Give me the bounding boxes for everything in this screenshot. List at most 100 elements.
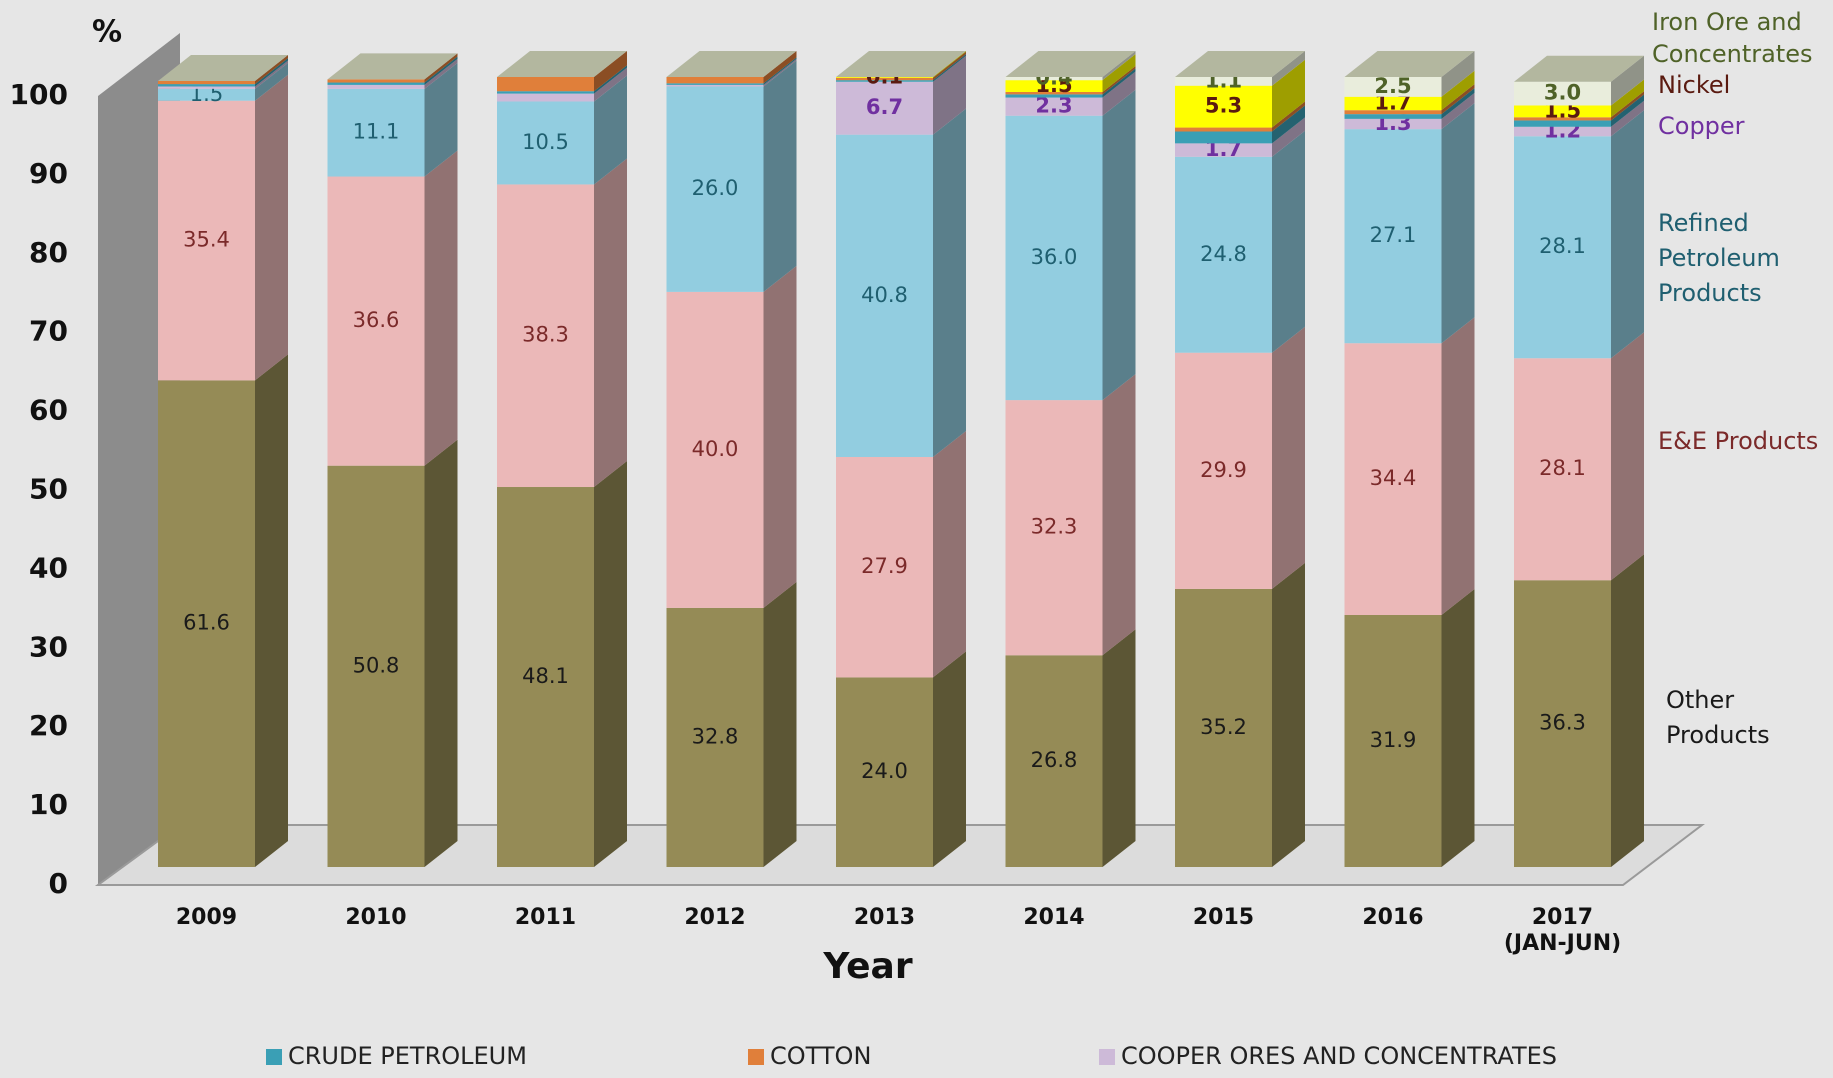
bar-segment [1514, 126, 1611, 137]
bar-side-shade [1441, 317, 1475, 615]
x-tick-label: 2011 [514, 905, 577, 930]
legend-swatch [748, 1049, 764, 1065]
data-label: 2.3 [1035, 94, 1072, 118]
bar-segment [1175, 127, 1272, 132]
legend-text: CRUDE PETROLEUM [288, 1042, 527, 1070]
bar-side [1102, 51, 1136, 81]
y-tick-label: 100 [10, 78, 68, 111]
bar-segment [1344, 77, 1442, 97]
data-label: 50.8 [353, 653, 400, 677]
bar-side [1102, 89, 1136, 401]
bar-side [1102, 71, 1136, 116]
bar-side [1102, 374, 1136, 656]
bar-side [763, 58, 797, 87]
bar-side [255, 354, 288, 867]
bar-side-shade [594, 158, 627, 488]
bar-segment [327, 465, 425, 867]
bar-segment [666, 77, 764, 84]
bar-side-shade [763, 57, 797, 85]
bar-segment [1344, 343, 1442, 615]
bar-top [666, 51, 797, 77]
bar-side [255, 62, 288, 101]
x-axis-label: Year [822, 946, 912, 987]
bar-top [327, 53, 458, 80]
data-label: 10.5 [522, 130, 569, 154]
bar-side-shade [1441, 88, 1475, 119]
data-label: 32.8 [692, 724, 739, 748]
bar-side [255, 74, 288, 381]
bar-side [1441, 317, 1475, 615]
bar-side-shade [763, 265, 797, 608]
series-label: E&E Products [1658, 427, 1819, 455]
data-label: 2.5 [1374, 74, 1411, 98]
y-tick-label: 40 [29, 551, 68, 584]
y-tick-label: 20 [29, 709, 68, 742]
bar-side-shade [1102, 51, 1136, 81]
bar-top [497, 51, 627, 77]
legend-swatch [1099, 1049, 1115, 1065]
bar-segment [158, 380, 255, 867]
bar-segment [666, 84, 764, 87]
bar-segment [497, 487, 594, 867]
data-label: 29.9 [1200, 458, 1247, 482]
bar-side-shade [424, 150, 458, 466]
bar-side-shade [1611, 110, 1644, 359]
bar-side-shade [594, 461, 627, 867]
y-axis-label: % [92, 15, 122, 50]
bar-side [1611, 79, 1644, 118]
y-tick-label: 60 [29, 394, 68, 427]
bar-side [1102, 66, 1136, 95]
bar-side-shade [1102, 54, 1136, 93]
bar-segment [327, 176, 425, 466]
bar-side [255, 58, 288, 87]
bar-top [1514, 55, 1644, 82]
bar-segment [836, 80, 933, 82]
bar-segment [158, 84, 255, 87]
x-tick-label: 2013 [853, 905, 916, 930]
bar-segment [497, 184, 594, 488]
bar-side-shade [594, 51, 627, 92]
data-label: 36.6 [353, 308, 400, 332]
bar-side [1102, 629, 1136, 867]
bar-side-shade [1272, 101, 1305, 132]
bar-side-shade [933, 54, 966, 82]
data-label: 24.0 [861, 759, 908, 783]
data-label: 26.8 [1031, 748, 1078, 772]
bar-side-shade [255, 354, 288, 867]
bar-side-shade [255, 60, 288, 89]
legend-text: COTTON [770, 1042, 872, 1070]
bar-side-shade [763, 581, 797, 867]
bar-side [763, 60, 797, 292]
bar-side [594, 51, 627, 92]
bar-side [933, 51, 966, 81]
legend-item: COOPER ORES AND CONCENTRATES [1099, 1042, 1557, 1070]
bar-segment [1005, 94, 1103, 98]
series-label: Iron Ore and Concentrates [1652, 8, 1813, 68]
bar-segment [158, 88, 255, 101]
bar-segment [158, 86, 255, 89]
bar-side-shade [1611, 100, 1644, 137]
bar-side [933, 55, 966, 135]
data-label: 61.6 [183, 611, 230, 635]
bar-side [1272, 117, 1305, 157]
data-label: 36.0 [1031, 245, 1078, 269]
data-label: 5.3 [1205, 94, 1242, 118]
bar-side-shade [1441, 51, 1475, 97]
bar-side-shade [1102, 71, 1136, 116]
bar-segment [836, 81, 933, 135]
bar-side-shade [1272, 326, 1305, 589]
bar-segment [1514, 81, 1611, 106]
bar-segment [666, 86, 764, 292]
bar-segment [1344, 110, 1442, 115]
bar-side-shade [1611, 91, 1644, 121]
x-tick-label: 2012 [684, 905, 746, 930]
bar-side-shade [1272, 51, 1305, 86]
series-label: Other Products [1666, 686, 1770, 749]
bar-segment [1344, 114, 1442, 119]
bar-segment [666, 83, 764, 85]
data-label: 48.1 [522, 664, 569, 688]
bar-segment [836, 456, 933, 678]
bar-side [1272, 51, 1305, 86]
